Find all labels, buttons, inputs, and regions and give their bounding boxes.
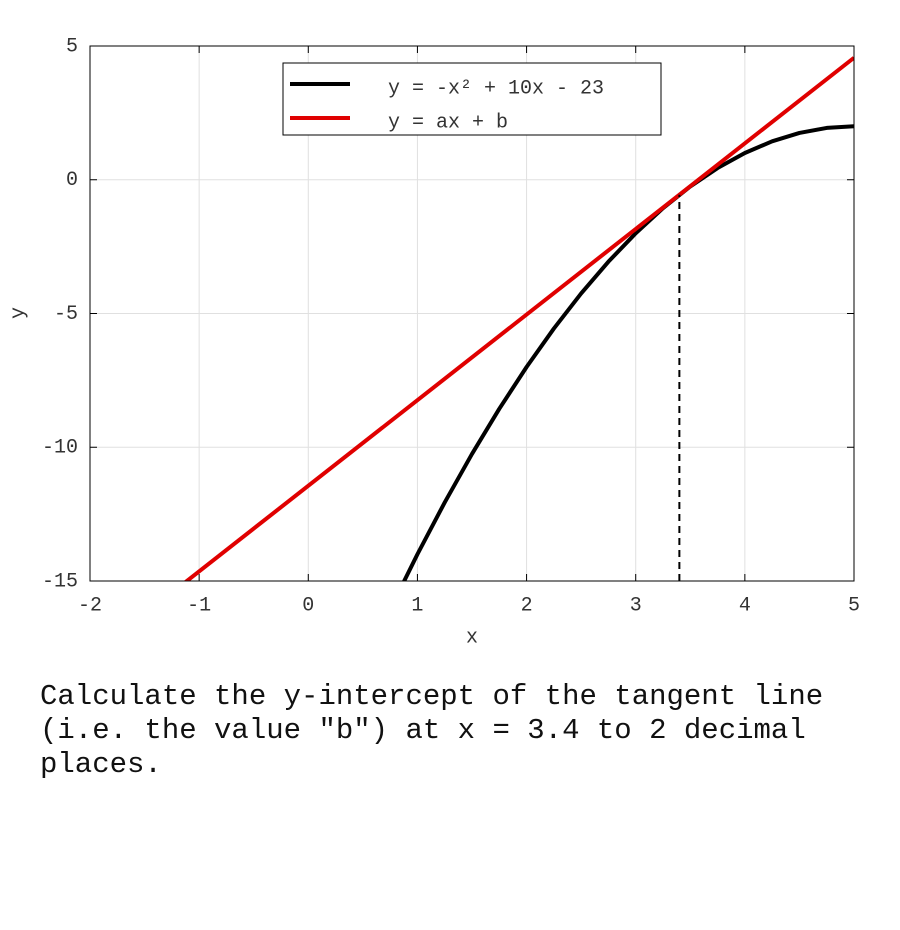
plot-area [183,56,854,581]
plot-frame [89,45,855,582]
y-tick-label: -5 [54,303,78,326]
x-tick-label: 2 [521,594,533,617]
series-line [401,124,854,581]
question: Calculate the y-intercept of the tangent… [40,680,841,781]
series-line [183,56,854,581]
legend-box [282,62,662,136]
y-axis-label: y [7,307,30,319]
legend-label: y = -x² + 10x - 23 [388,77,604,100]
x-tick-label: 5 [848,594,860,617]
x-tick-label: -2 [78,594,102,617]
x-tick-label: -1 [187,594,211,617]
y-tick-label: -15 [42,570,78,593]
y-tick-label: -10 [42,437,78,460]
y-tick-label: 5 [66,35,78,58]
legend-label: y = ax + b [388,111,508,134]
x-tick-label: 1 [411,594,423,617]
x-tick-label: 4 [739,594,751,617]
x-tick-label: 0 [302,594,314,617]
y-tick-label: 0 [66,169,78,192]
x-tick-label: 3 [630,594,642,617]
x-axis-label: x [466,626,478,649]
legend: y = -x² + 10x - 23 y = ax + b [282,62,662,136]
